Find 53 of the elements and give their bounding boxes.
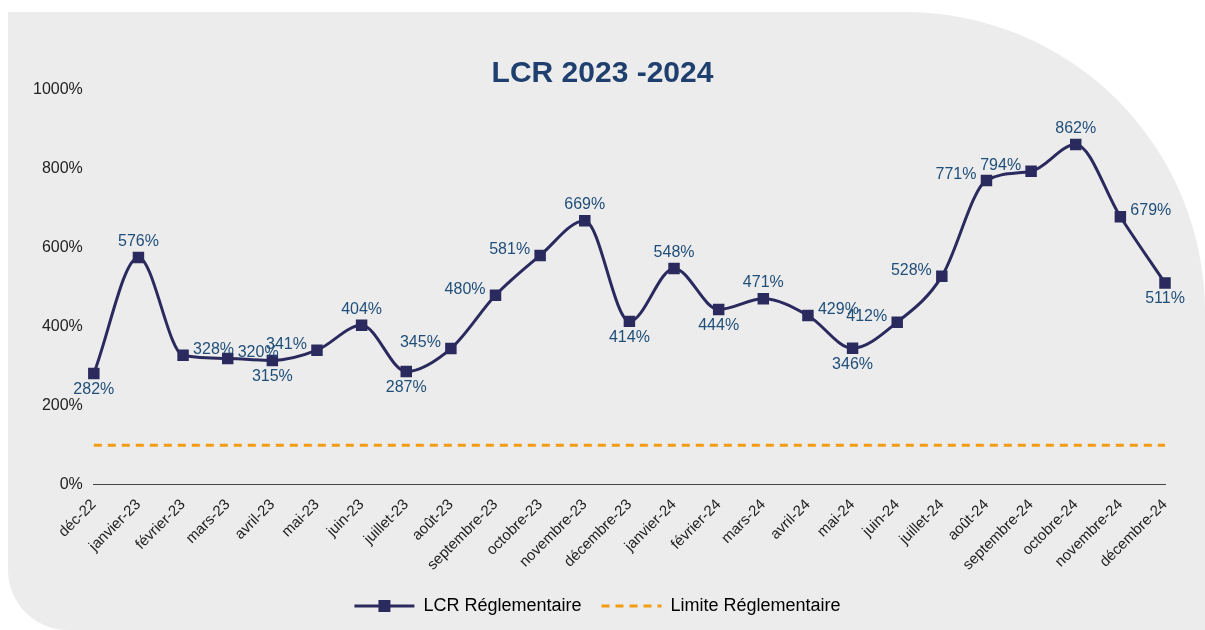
data-label: 528% xyxy=(890,260,932,278)
data-label: 581% xyxy=(489,239,531,257)
point xyxy=(757,293,770,305)
point xyxy=(355,319,368,332)
y-tick-label: 400% xyxy=(41,317,83,335)
data-label: 287% xyxy=(385,377,427,395)
point xyxy=(579,214,591,227)
data-label: 471% xyxy=(742,273,784,291)
point xyxy=(936,270,948,283)
data-label: 679% xyxy=(1130,201,1172,219)
y-tick-label: 1000% xyxy=(32,80,83,98)
data-label: 328% xyxy=(193,339,235,357)
point xyxy=(1159,277,1171,289)
y-tick-label: 200% xyxy=(41,396,83,414)
point xyxy=(668,262,680,275)
legend-label: LCR Réglementaire xyxy=(423,594,582,615)
data-label: 282% xyxy=(73,379,115,397)
data-label: 480% xyxy=(444,279,486,297)
point xyxy=(1069,138,1082,151)
y-tick-label: 600% xyxy=(41,238,83,256)
data-label: 862% xyxy=(1055,118,1097,136)
data-label: 576% xyxy=(117,231,159,249)
point xyxy=(489,289,502,302)
point xyxy=(534,249,546,262)
point xyxy=(623,315,636,328)
data-label: 346% xyxy=(832,354,874,372)
point xyxy=(802,309,814,322)
point xyxy=(311,344,323,356)
point xyxy=(132,251,145,264)
data-label: 404% xyxy=(341,299,383,317)
point xyxy=(400,365,412,378)
legend-label: Limite Réglementaire xyxy=(670,594,841,615)
data-label: 669% xyxy=(564,195,606,213)
point xyxy=(712,303,725,316)
point xyxy=(445,342,457,355)
data-label: 444% xyxy=(698,315,740,333)
data-label: 511% xyxy=(1145,289,1185,307)
data-label: 315% xyxy=(251,366,293,384)
chart-title: LCR 2023 -2024 xyxy=(491,55,714,88)
data-label: 794% xyxy=(980,155,1022,173)
point xyxy=(980,174,993,187)
data-label: 548% xyxy=(653,242,695,260)
point xyxy=(1025,165,1037,178)
point xyxy=(88,367,100,380)
point xyxy=(177,349,189,362)
y-tick-label: 0% xyxy=(59,475,83,493)
point xyxy=(846,342,859,354)
data-label: 414% xyxy=(608,327,650,345)
point xyxy=(1114,211,1127,223)
y-tick-label: 800% xyxy=(41,159,83,177)
data-label: 345% xyxy=(399,333,441,351)
data-label: 771% xyxy=(935,164,977,182)
point xyxy=(891,316,903,328)
